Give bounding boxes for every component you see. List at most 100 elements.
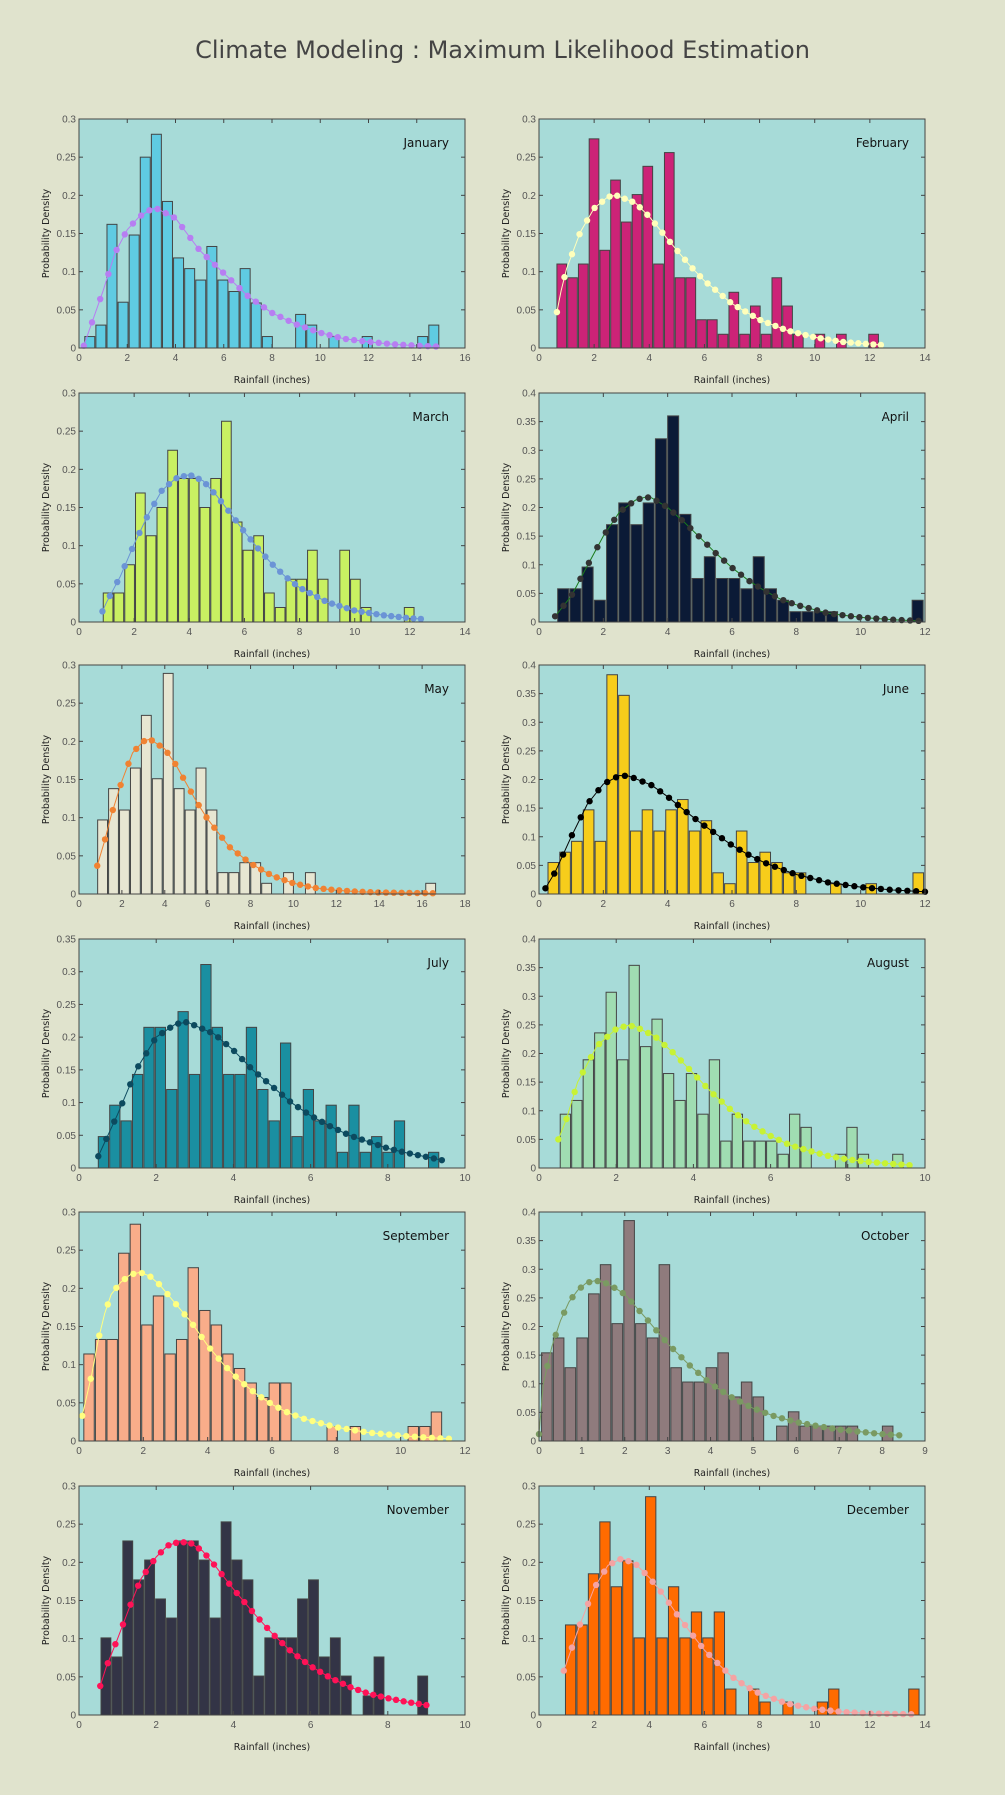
fit-marker <box>770 1695 778 1702</box>
fit-marker <box>270 1084 278 1092</box>
fit-marker <box>411 1433 419 1440</box>
histogram-bar <box>231 521 243 623</box>
y-tick-label: 0.15 <box>517 804 537 815</box>
histogram-bar <box>106 223 118 349</box>
histogram-bar <box>135 492 146 623</box>
y-tick-label: 0.4 <box>522 1208 536 1219</box>
histogram-bar <box>752 1396 765 1442</box>
histogram-bar <box>188 477 200 623</box>
fit-marker <box>301 1658 309 1666</box>
histogram-bar <box>571 840 583 895</box>
histogram-bar <box>97 819 108 895</box>
histogram-bar <box>716 577 729 623</box>
fit-marker <box>119 1621 127 1628</box>
fit-marker <box>334 1126 342 1134</box>
histogram-bar <box>124 564 135 623</box>
histogram-bar <box>173 788 185 895</box>
histogram-bar <box>155 1598 166 1716</box>
y-tick-label: 0.25 <box>517 1293 537 1304</box>
fit-marker <box>104 1301 112 1308</box>
fit-marker <box>820 1423 828 1431</box>
histogram-bar <box>373 1656 385 1716</box>
histogram-bar <box>178 477 189 623</box>
fit-marker <box>398 889 405 896</box>
y-tick-label: 0.15 <box>57 775 77 786</box>
x-tick-label: 0 <box>536 353 542 364</box>
histogram-bar <box>128 234 140 349</box>
fit-marker <box>150 1557 157 1565</box>
x-tick-label: 6 <box>794 1446 800 1457</box>
histogram-bar <box>228 291 240 349</box>
fit-marker <box>127 1081 134 1088</box>
x-tick-label: 10 <box>919 1173 931 1184</box>
fit-marker <box>432 343 440 350</box>
fit-marker <box>887 1431 895 1438</box>
fit-marker <box>173 475 180 482</box>
fit-marker <box>896 1432 903 1439</box>
fit-marker <box>130 1270 137 1278</box>
fit-marker <box>414 889 421 897</box>
histogram-bar <box>610 179 621 349</box>
fit-marker <box>165 1542 172 1549</box>
fit-marker <box>620 1023 627 1030</box>
fit-marker <box>809 333 817 341</box>
fit-marker <box>233 1589 240 1597</box>
y-tick-label: 0 <box>530 1437 536 1448</box>
fit-marker <box>358 608 365 615</box>
histogram-bar <box>261 882 273 895</box>
histogram-bar <box>725 1688 737 1716</box>
fit-marker <box>417 615 425 623</box>
histogram-bar <box>642 165 654 349</box>
histogram-bar <box>268 1382 281 1442</box>
fit-marker <box>247 536 254 543</box>
fit-line <box>81 1271 449 1440</box>
histogram-bar <box>582 809 595 895</box>
fit-marker <box>148 737 156 744</box>
fit-marker <box>648 781 655 789</box>
fit-marker <box>729 564 736 572</box>
fit-marker <box>612 774 620 781</box>
fit-marker <box>601 1568 608 1575</box>
histogram-bar <box>691 577 704 623</box>
fit-marker <box>703 1377 710 1384</box>
histogram-bar <box>618 502 631 623</box>
fit-marker <box>576 230 583 238</box>
y-axis-label: Probability Density <box>501 1281 512 1371</box>
y-tick-label: 0.1 <box>522 1634 536 1645</box>
histogram-bar <box>314 1120 326 1169</box>
histogram-bar <box>679 1637 691 1716</box>
fit-marker <box>127 1601 134 1608</box>
x-axis-label: Rainfall (inches) <box>234 1195 310 1206</box>
fit-marker <box>734 1112 742 1119</box>
fit-marker <box>571 1088 578 1096</box>
fit-marker <box>697 1642 705 1650</box>
fit-marker <box>386 1431 393 1438</box>
subplot-august: 0 2 4 6 8 10 0 0.05 0.1 0.15 0.2 0.25 0.3 0.35 0.4 Augu… <box>501 935 931 1207</box>
fit-marker <box>711 1383 719 1390</box>
fit-marker <box>881 1160 889 1167</box>
fit-marker <box>190 1021 198 1029</box>
y-tick-label: 0.1 <box>62 541 76 552</box>
fit-marker <box>223 1364 231 1372</box>
fit-marker <box>802 331 809 339</box>
fit-marker <box>749 312 757 320</box>
x-tick-label: 0 <box>76 627 82 638</box>
fit-marker <box>797 602 804 610</box>
fit-marker <box>286 1647 294 1654</box>
fit-marker <box>702 1082 709 1090</box>
fit-marker <box>816 1150 823 1157</box>
fit-marker <box>385 1695 392 1702</box>
histogram-bar <box>740 1381 753 1442</box>
x-tick-label: 8 <box>794 627 800 638</box>
histogram-bar <box>777 1153 789 1169</box>
fit-marker <box>159 1029 166 1037</box>
x-tick-label: 6 <box>729 899 735 910</box>
fit-marker <box>218 1570 225 1578</box>
fit-marker <box>762 860 770 867</box>
fit-marker <box>239 527 247 534</box>
x-tick-label: 10 <box>315 353 327 364</box>
fit-marker <box>803 1420 811 1428</box>
y-tick-label: 0.2 <box>522 1322 536 1333</box>
x-tick-label: 2 <box>131 627 137 638</box>
fit-marker <box>136 529 143 537</box>
